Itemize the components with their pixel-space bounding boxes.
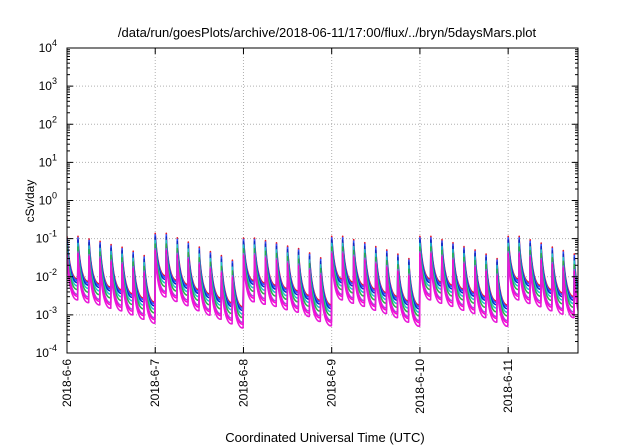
y-tick-label: 10-4 [36,343,57,360]
x-tick-label: 2018-6-6 [60,359,74,407]
tick-layer: 10-4 10-3 10-2 10-1 100 101 102 103 104 2018-6-6 2… [36,38,578,414]
y-tick-label: 10-3 [36,305,57,322]
x-tick-label: 2018-6-10 [413,359,427,414]
y-tick-label: 100 [39,191,57,208]
x-tick-label: 2018-6-7 [148,359,162,407]
x-axis-label: Coordinated Universal Time (UTC) [225,430,424,445]
x-tick-label: 2018-6-8 [236,359,250,407]
x-tick-label: 2018-6-11 [501,359,515,413]
y-tick-label: 10-1 [36,229,57,246]
series-layer [67,232,578,329]
series-line [67,253,578,329]
chart-title: /data/run/goesPlots/archive/2018-06-11/1… [118,25,537,40]
x-tick-label: 2018-6-9 [325,359,339,407]
y-tick-label: 103 [39,76,57,93]
y-axis-label: cSv/day [23,180,37,223]
y-tick-label: 101 [39,152,57,169]
y-tick-label: 104 [39,38,57,55]
y-tick-label: 102 [39,114,57,131]
y-tick-label: 10-2 [36,267,57,284]
